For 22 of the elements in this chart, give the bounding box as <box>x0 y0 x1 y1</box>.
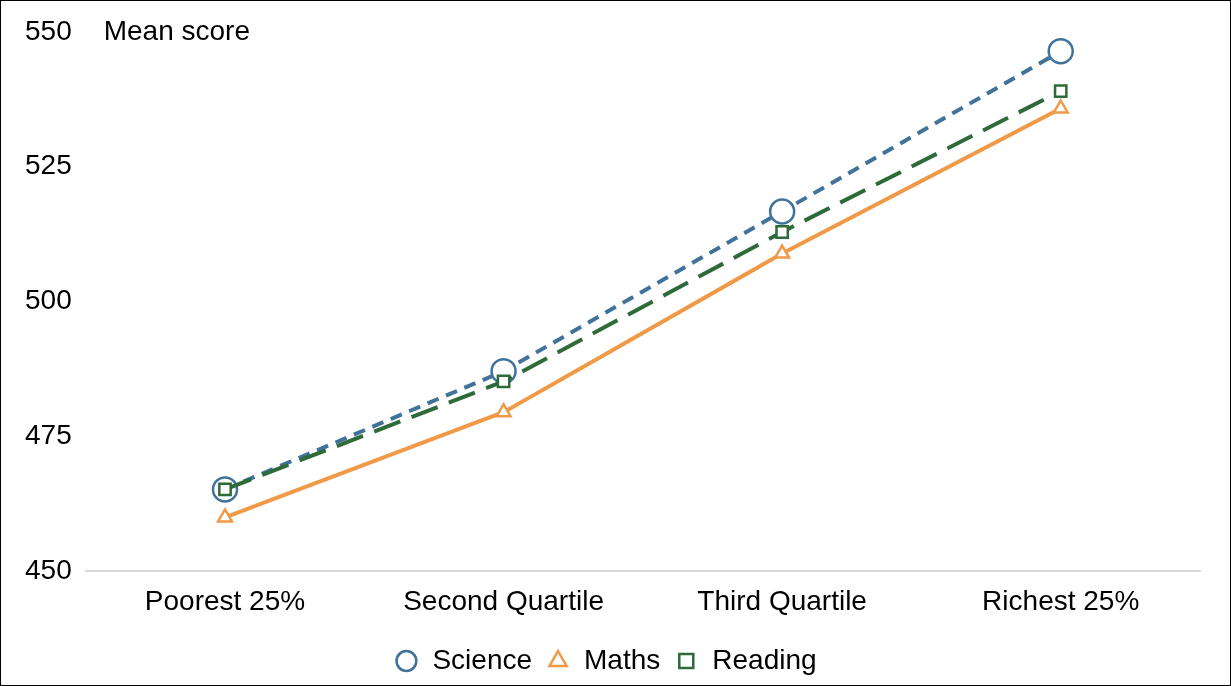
x-tick-label: Poorest 25% <box>144 584 306 616</box>
x-tick-label: Richest 25% <box>982 584 1140 616</box>
point <box>775 225 790 239</box>
legend-label: Maths <box>584 643 661 675</box>
legend-label: Science <box>432 643 533 675</box>
legend-label: Reading <box>712 643 817 675</box>
point <box>1053 84 1068 99</box>
point <box>496 374 511 389</box>
y-axis-title: Mean score <box>103 14 251 46</box>
y-tick-label: 525 <box>25 149 72 181</box>
point <box>216 508 234 523</box>
point <box>768 198 796 225</box>
x-tick-label: Second Quartile <box>403 584 604 616</box>
y-tick-label: 450 <box>25 554 72 586</box>
x-tick-label: Third Quartile <box>697 584 867 616</box>
point <box>495 402 512 418</box>
y-tick-label: 550 <box>25 14 72 46</box>
y-tick-label: 500 <box>25 284 72 316</box>
y-tick-label: 475 <box>25 419 72 451</box>
point <box>1052 99 1069 114</box>
point <box>1047 37 1074 65</box>
point <box>773 244 791 259</box>
